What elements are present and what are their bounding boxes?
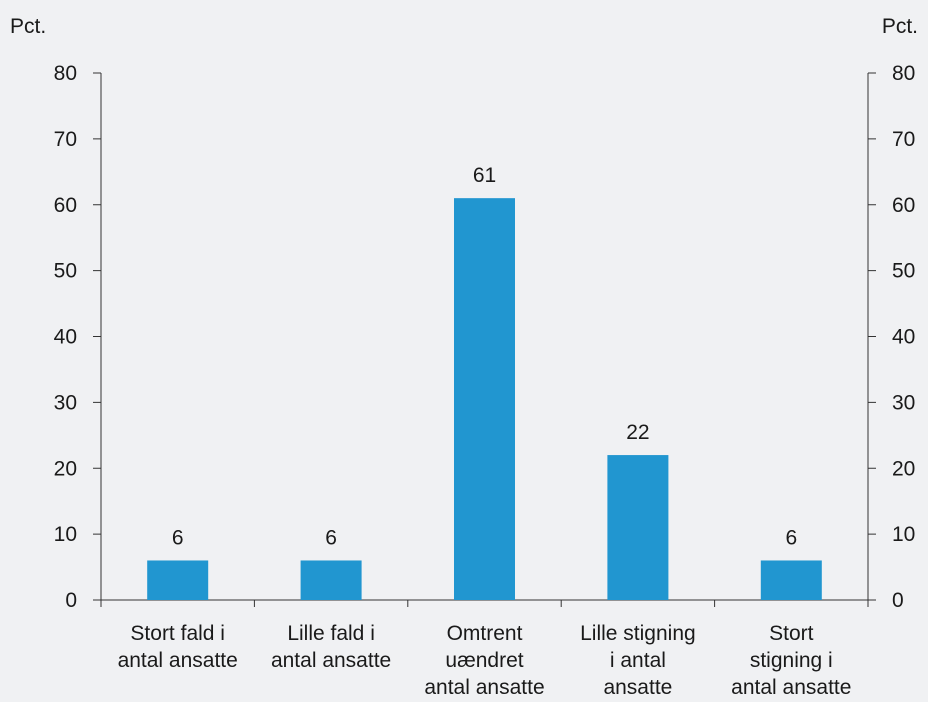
left-y-tick-label: 40 xyxy=(54,326,77,349)
left-y-tick-label: 30 xyxy=(54,391,77,414)
left-y-tick-label: 20 xyxy=(54,457,77,480)
right-y-tick-label: 60 xyxy=(892,194,915,217)
left-y-tick-label: 60 xyxy=(54,194,77,217)
right-y-tick-label: 80 xyxy=(892,62,915,85)
bar xyxy=(760,560,822,600)
category-label: Stort fald i antal ansatte xyxy=(118,622,238,672)
category-label: Lille fald i antal ansatte xyxy=(271,622,391,672)
bars xyxy=(147,198,822,600)
left-y-tick-label: 10 xyxy=(54,523,77,546)
axes: 0 0 10 10 20 20 30 30 40 40 50 50 60 60 70 70 80 80 xyxy=(54,62,916,612)
right-unit-label: Pct. xyxy=(882,15,918,38)
data-label: 6 xyxy=(785,526,797,549)
left-unit-label: Pct. xyxy=(10,15,46,38)
category-label: Lille stigning i antal ansatte xyxy=(580,622,696,699)
data-label: 61 xyxy=(473,164,496,187)
left-y-tick-label: 80 xyxy=(54,62,77,85)
category-label: Omtrent uændret antal ansatte xyxy=(424,622,544,699)
right-y-tick-label: 50 xyxy=(892,260,915,283)
right-y-tick-label: 0 xyxy=(892,589,904,612)
data-label: 22 xyxy=(626,421,649,444)
right-y-tick-label: 30 xyxy=(892,391,915,414)
bar xyxy=(300,560,362,600)
left-y-tick-label: 0 xyxy=(65,589,77,612)
left-y-tick-label: 50 xyxy=(54,260,77,283)
right-y-tick-label: 20 xyxy=(892,457,915,480)
bar xyxy=(147,560,209,600)
data-label: 6 xyxy=(172,526,184,549)
data-label: 6 xyxy=(325,526,337,549)
left-y-tick-label: 70 xyxy=(54,128,77,151)
right-y-tick-label: 70 xyxy=(892,128,915,151)
category-label: Stort stigning i antal ansatte xyxy=(731,622,851,699)
right-y-tick-label: 10 xyxy=(892,523,915,546)
bar xyxy=(454,198,515,600)
category-labels: Stort fald i antal ansatte Lille fald i ant… xyxy=(118,622,852,699)
bar xyxy=(607,455,669,600)
data-labels: 6 6 61 22 6 xyxy=(172,164,797,549)
right-y-tick-label: 40 xyxy=(892,326,915,349)
